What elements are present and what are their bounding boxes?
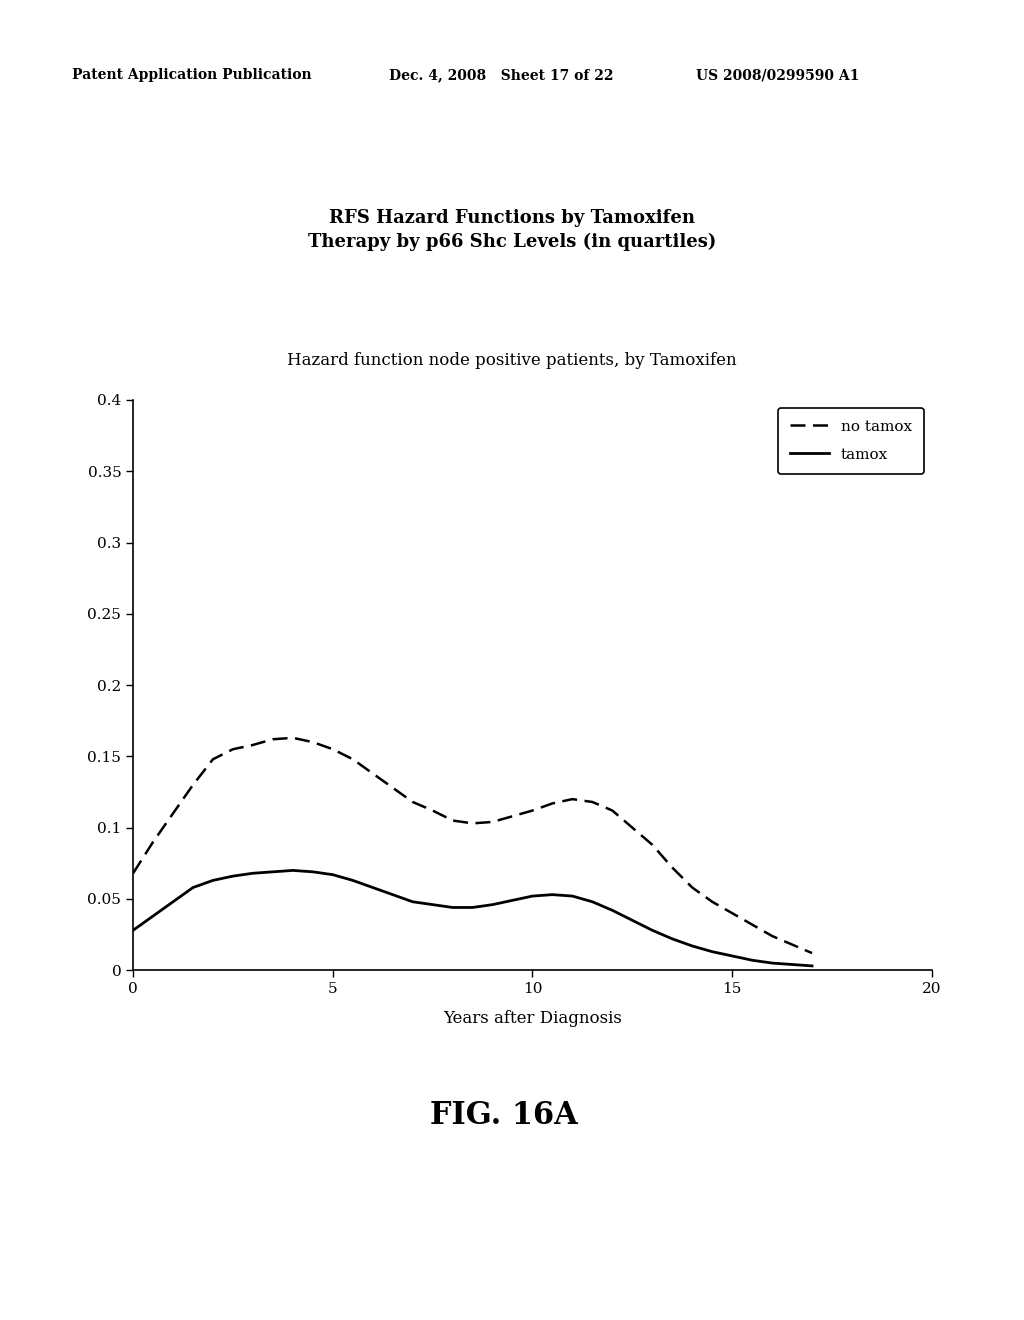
Legend: no tamox, tamox: no tamox, tamox [778,408,925,474]
X-axis label: Years after Diagnosis: Years after Diagnosis [443,1010,622,1027]
Text: Patent Application Publication: Patent Application Publication [72,69,311,82]
Text: US 2008/0299590 A1: US 2008/0299590 A1 [696,69,860,82]
Text: FIG. 16A: FIG. 16A [430,1100,578,1131]
Text: Dec. 4, 2008   Sheet 17 of 22: Dec. 4, 2008 Sheet 17 of 22 [389,69,613,82]
Text: RFS Hazard Functions by Tamoxifen
Therapy by p66 Shc Levels (in quartiles): RFS Hazard Functions by Tamoxifen Therap… [308,209,716,251]
Text: Hazard function node positive patients, by Tamoxifen: Hazard function node positive patients, … [287,352,737,368]
